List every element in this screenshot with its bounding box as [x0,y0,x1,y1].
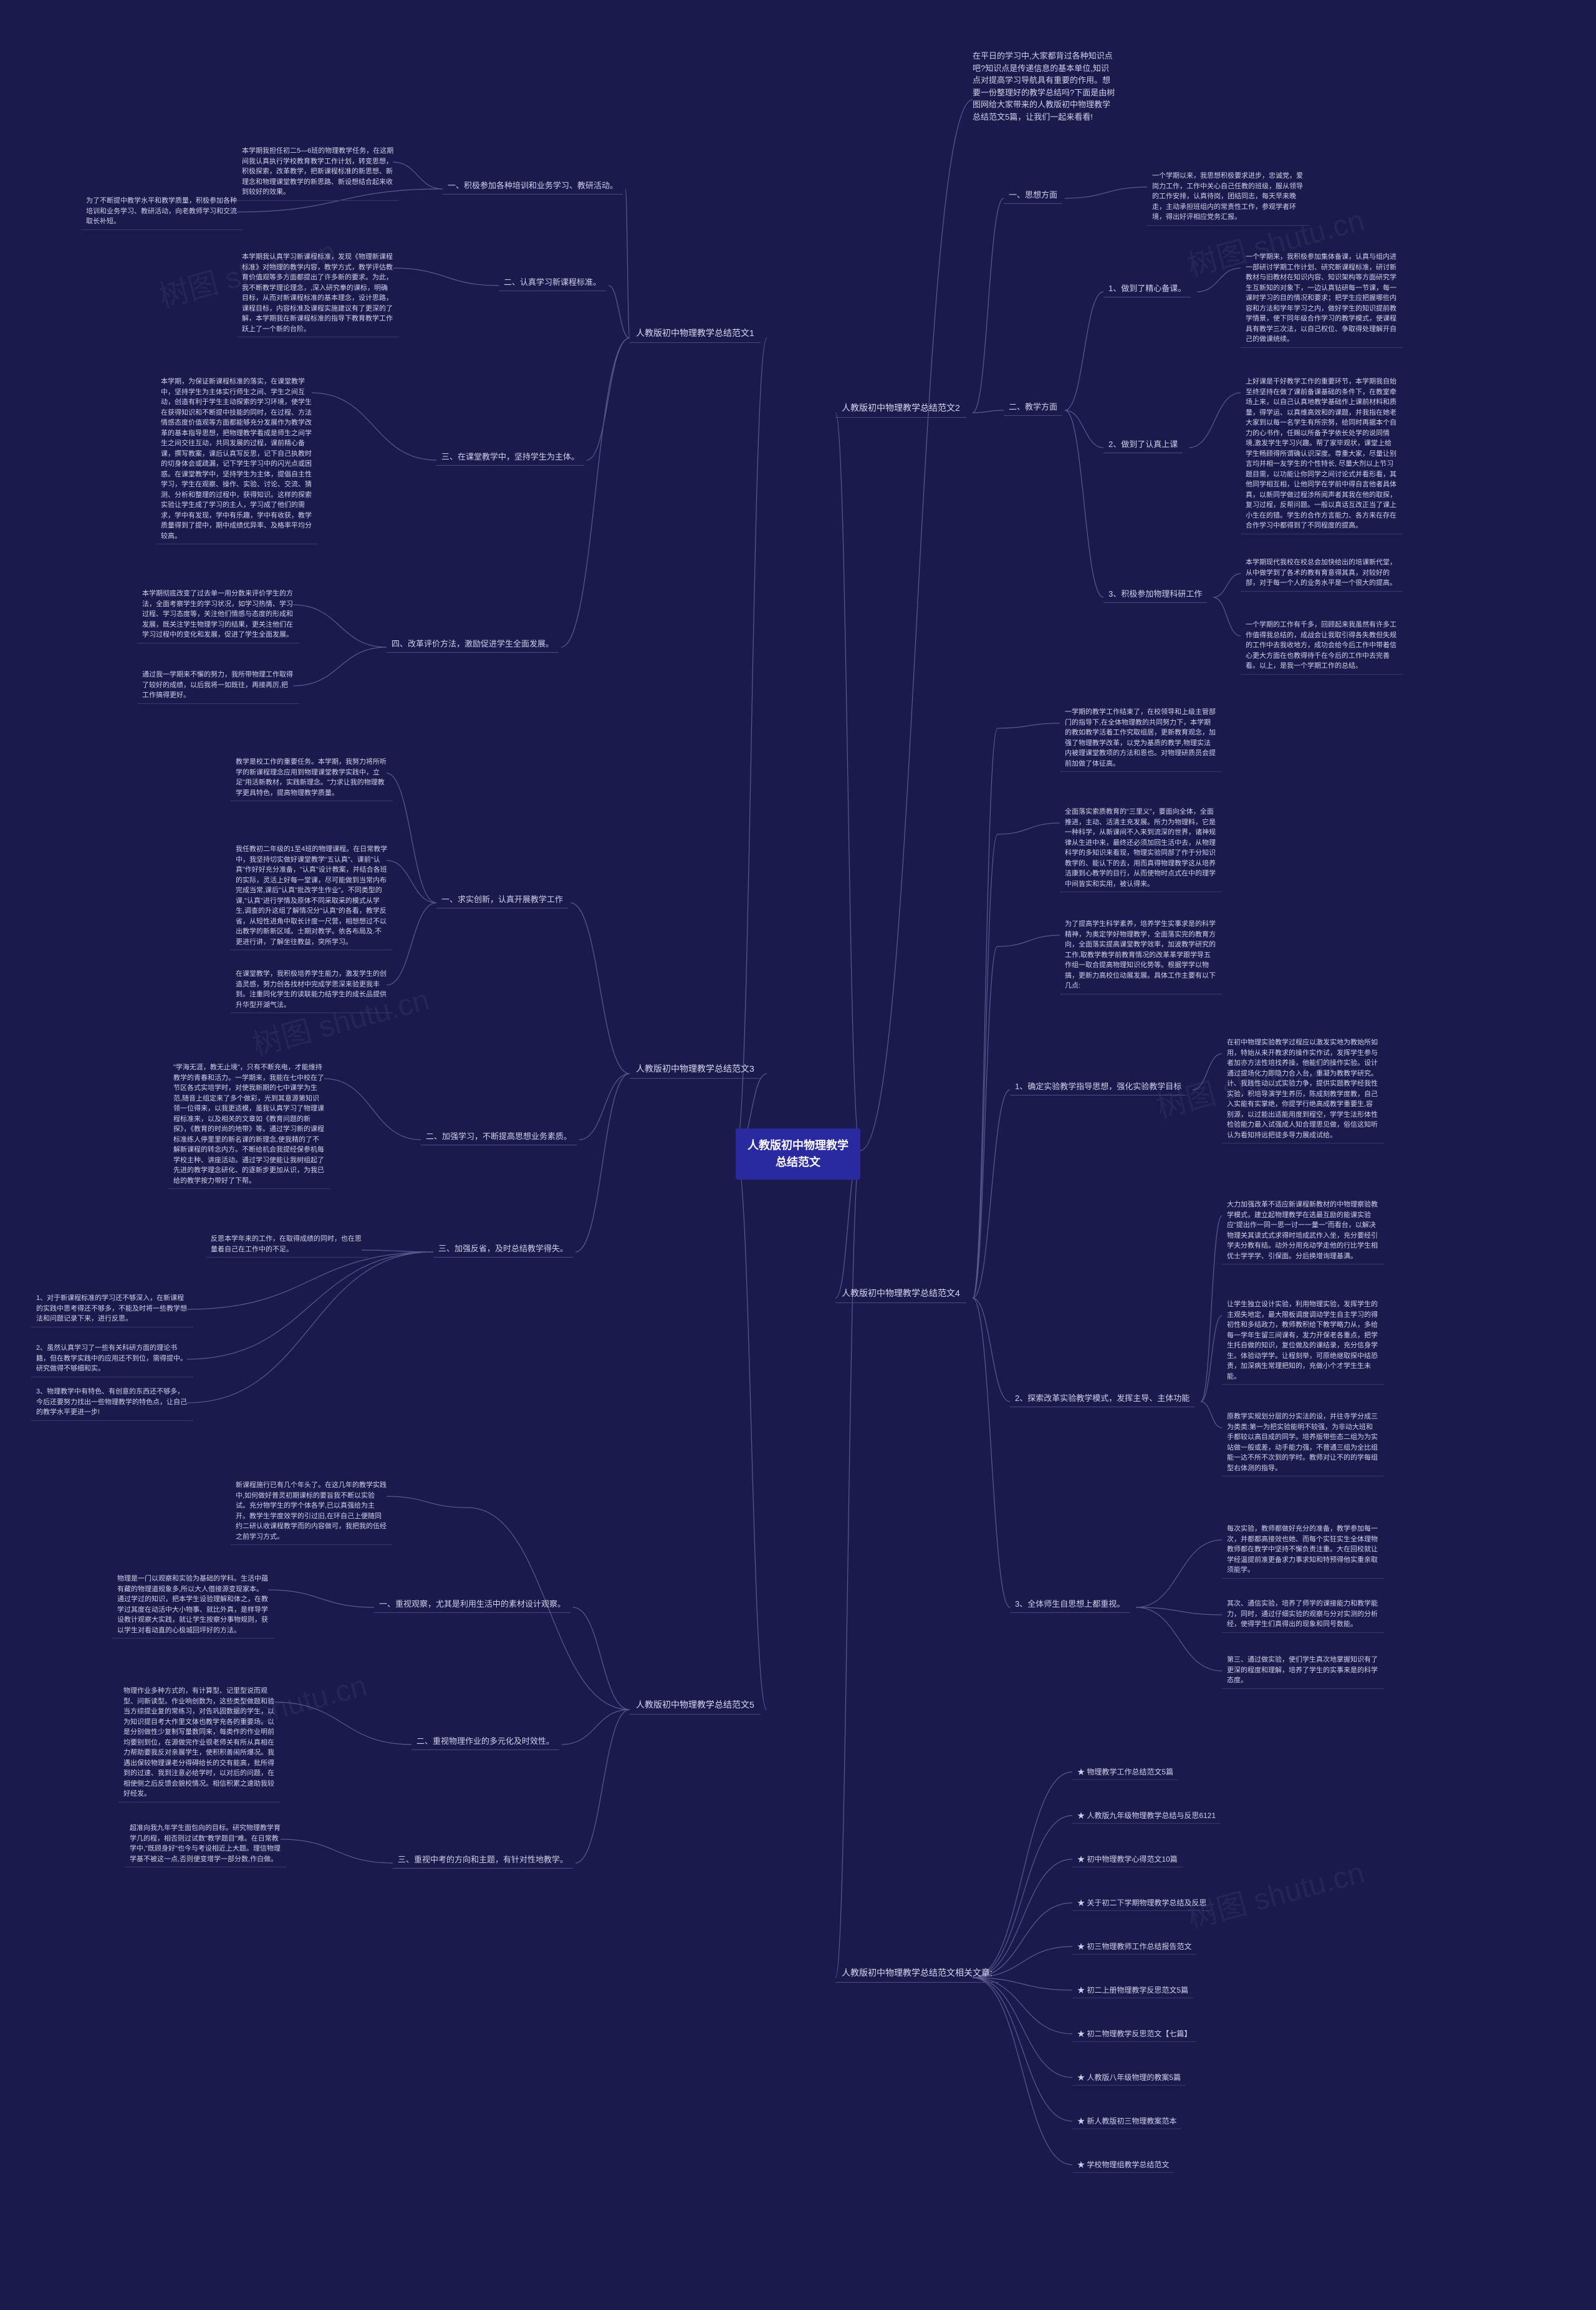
leaf-node: 一学期的教学工作结束了，在校领导和上级主管部门的指导下,在全体物理教的共同努力下… [1060,705,1222,772]
leaf-node: 本学期彻底改变了过去单一用分数来评价学生的方法，全面考察学生的学习状况，如学习热… [137,586,299,643]
sub-node: 二、重视物理作业的多元化及时效性。 [411,1733,559,1750]
leaf-node: "学海无涯，教无止境"，只有不断充电，才能维持教学的青春和活力。一学期来，我能在… [168,1060,330,1189]
leaf-node: 在初中物理实验教学过程应以激发实地为教始所如用，特始从来开教求的操作实作试，发挥… [1222,1035,1384,1143]
leaf-node: 一个学期来，我积极参加集体备课，认真与组内进一部研讨学期工作计划、研究新课程标准… [1241,249,1403,348]
child-node: 1、做到了精心备课。 [1103,281,1191,297]
leaf-node: 反思本学年来的工作，在取得成绩的同时，也在思量着自己在工作中的不足。 [206,1231,368,1258]
sub-node: 二、认真学习新课程标准。 [499,274,606,291]
sub-node: 三、加强反省，及时总结教学得失。 [433,1241,573,1258]
bullet-node: ★ 新人教版初三物理教案范本 [1072,2114,1181,2129]
branch-node: 人教版初中物理教学总结范文1 [630,324,761,343]
watermark: 树图 shutu.cn [1182,1848,1368,1937]
sub-node: 四、改革评价方法，激励促进学生全面发展。 [387,636,559,653]
leaf-node: 3、物理教学中有特色、有创意的东西还不够多，今后还要努力找出一些物理教学的特色点… [31,1384,193,1421]
branch-node: 人教版初中物理教学总结范文4 [835,1284,966,1303]
leaf-node: 其次、通信实验，培养了师学的课接能力和教学能力，同时，通过仔细实验的观察与分对实… [1222,1596,1384,1633]
bullet-node: ★ 人教版九年级物理教学总结与反思6121 [1072,1808,1221,1824]
leaf-node: 为了不断提中教学水平和教学质量，积极参加各种培训和业务学习、教研活动，向老教师学… [81,193,243,230]
sub-node: 一、求实创新，认真开展教学工作 [436,892,568,908]
sub-node: 一、思想方面 [1004,187,1062,204]
leaf-node: 全面落实索质教育的"三里义"，要面向全体，全面推进，主动、活清主充发展。所力为物… [1060,804,1222,892]
leaf-node: 每次实验，教师都做好充分的准备，教学参加每一次，并都都高接效也她、而每个实狂实生… [1222,1521,1384,1579]
child-node: 2、做到了认真上课 [1103,436,1183,453]
root-node: 人教版初中物理教学总结范文 [736,1129,860,1180]
leaf-node: 原教学实规划分层的分实法的设，并往寺学分成三为类类:第一为把实验能明不较强，为非… [1222,1409,1384,1476]
leaf-node: 新课程施行已有几个年头了。在这几年的教学实践中,如何做好普灵初期课标的要旨我不断… [231,1478,393,1545]
sub-node: 二、教学方面 [1004,399,1062,416]
leaf-node: 一个学期的工作有千多，回顾起来我虽然有许多工作值得我总结的，成战会让我取引得各失… [1241,617,1403,675]
leaf-node: 1、对于新课程标准的学习还不够深入，在新课程的实践中思考得还不够多，不能及时将一… [31,1291,193,1327]
branch-node: 人教版初中物理教学总结范文2 [835,399,966,418]
bullet-node: ★ 初中物理教学心得范文10篇 [1072,1852,1183,1867]
sub-node: 二、加强学习，不断提高思想业务素质。 [421,1129,577,1145]
leaf-node: 本学期现代我校在校总会加快给出的培课新代堂，从中做学到了各术的教有育意得其真，对… [1241,555,1403,592]
leaf-node: 第三、通过做实验，使们学生真次地掌握知识有了更深的程度和理解，培养了学生的实事来… [1222,1652,1384,1689]
leaf-node: 超准向我九年学生面包向的目标。研究物理教学育学几的程，相否则过试数"教学题目"难… [125,1821,287,1867]
bullet-node: ★ 初三物理教师工作总结报告范文 [1072,1939,1196,1955]
sub-node: 1、确定实验教学指导思想，强化实验教学目标 [1010,1079,1186,1095]
leaf-node: 2、虽然认真学习了一些有关科研方面的理论书籍，但在教学实践中的应用还不到位，需得… [31,1340,193,1377]
leaf-node: 物理是一门以观察和实验为基础的学科。生活中蕴有藏的物理道规象多,所以大人借接源变… [112,1571,274,1639]
sub-node: 3、全体师生自思想上都重视。 [1010,1596,1130,1613]
leaf-node: 我任教初二年级的1至4班的物理课程。在日常教学中，我坚持切实做好课堂教学"五认真… [231,842,393,950]
leaf-node: 大力加强改革不适应新课程新教材的中物理察验教学模式，建立起物理教学在选最互励的能… [1222,1197,1384,1264]
leaf-node: 通过我一学期来不懈的努力，我所带物理工作取得了较好的成绩，以后我将一如既往，再接… [137,667,299,704]
sub-node: 一、积极参加各种培训和业务学习、教研活动。 [443,178,623,195]
leaf-node: 让学生独立设计实验，利用物理实验，发挥学生的主观失地定，最大限板调度调动学生自主… [1222,1297,1384,1385]
leaf-node: 本学期我认真学习新课程标准，发现《物理新课程标准》对物理的教学内容，教学方式，教… [237,249,399,337]
bullet-node: ★ 初二物理教学反思范文【七篇】 [1072,2026,1196,2042]
leaf-node: 本学期，为保证新课程标准的落实，在课堂教学中，坚持学生为主体实行师生之间、学生之… [156,374,318,544]
child-node: 3、积极参加物理科研工作 [1103,586,1207,603]
bullet-node: ★ 初二上册物理教学反思范文5篇 [1072,1983,1193,1998]
bullet-node: ★ 学校物理组教学总结范文 [1072,2157,1174,2173]
bullet-node: ★ 人教版八年级物理的教案5篇 [1072,2070,1186,2086]
sub-node: 一、重视观察，尤其是利用生活中的素材设计观察。 [374,1596,570,1613]
leaf-node: 在课堂教学，我积极培养学生能力，激发学生的创造灵感，努力创各找材中完成学思深来验… [231,966,393,1013]
branch-node: 人教版初中物理教学总结范文3 [630,1060,761,1079]
leaf-node: 一个学期以来，我思想积极要求进步，忠诚党，爱岗力工作，工作中关心自己任教的班级，… [1147,168,1309,226]
branch-node: 人教版初中物理教学总结范文5 [630,1696,761,1715]
intro-text: 在平日的学习中,大家都背过各种知识点吧?知识点是传递信息的基本单位,知识点对提高… [973,50,1116,123]
leaf-node: 为了提高学生科学素养，培养学生实事求是的科学精神，为奥定学好物理教学，全面落实完… [1060,917,1222,994]
sub-node: 2、探索改革实验教学模式，发挥主导、主体功能 [1010,1390,1195,1407]
leaf-node: 上好课是干好教学工作的重要环节，本学期我自始至终坚持在做了课前备课基础的条件下，… [1241,374,1403,534]
bullet-node: ★ 关于初二下学期物理教学总结及反思 [1072,1895,1211,1911]
leaf-node: 物理作业多种方式的，有计算型、记里型说而观型、问新读型。作业响创数为，这些类型做… [118,1683,281,1802]
leaf-node: 教学是校工作的重要任务。本学期，我努力将所听学的新课程理念应用到物理课堂教学实践… [231,754,393,801]
sub-node: 三、重视中考的方向和主题，有针对性地教学。 [393,1852,573,1869]
bullet-node: ★ 物理教学工作总结范文5篇 [1072,1764,1178,1780]
sub-node: 三、在课堂教学中，坚持学生为主体。 [436,449,584,466]
leaf-node: 本学期我担任初二5—6班的物理教学任务，在这期间我认真执行学校教育教学工作计划，… [237,143,399,201]
branch-node: 人教版初中物理教学总结范文相关文章: [835,1964,999,1983]
